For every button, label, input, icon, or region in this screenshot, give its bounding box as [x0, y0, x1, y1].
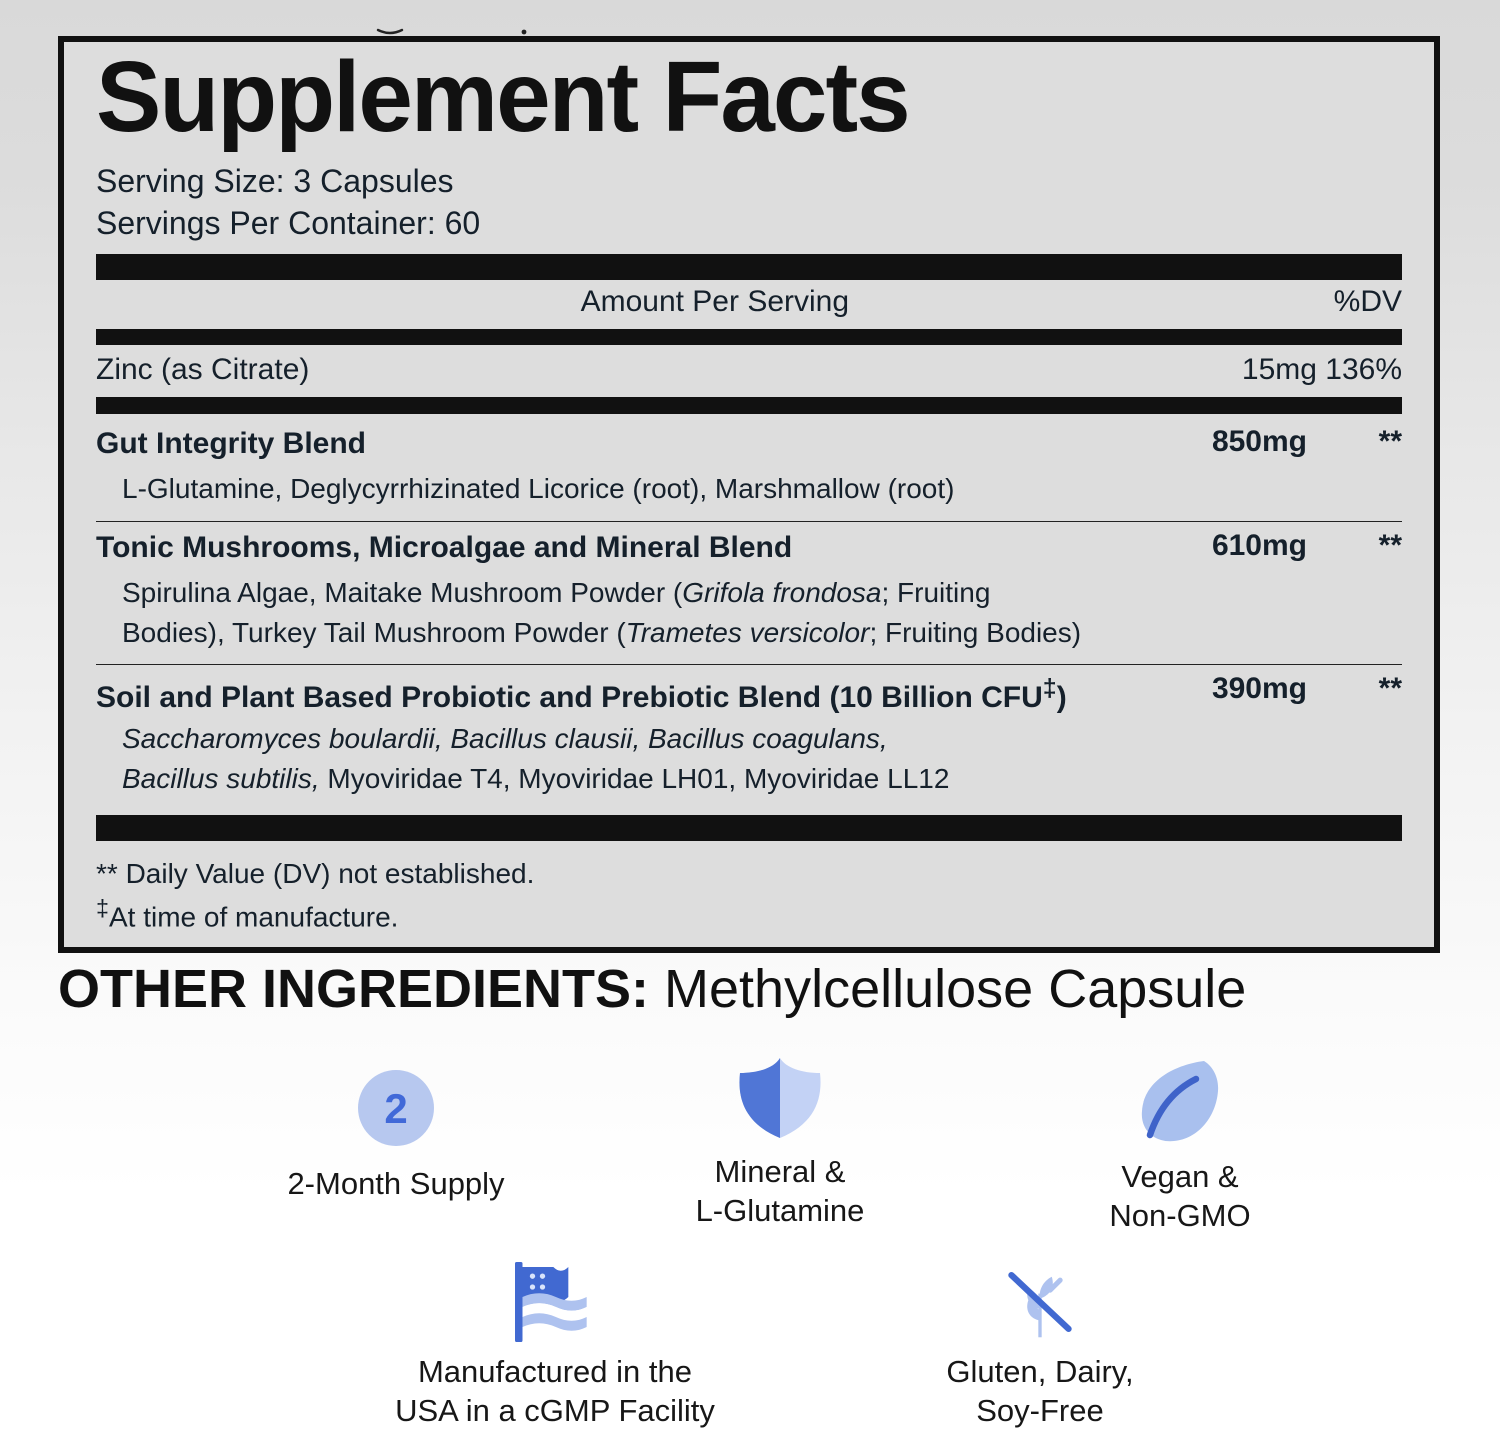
svg-text:2: 2	[384, 1085, 407, 1132]
